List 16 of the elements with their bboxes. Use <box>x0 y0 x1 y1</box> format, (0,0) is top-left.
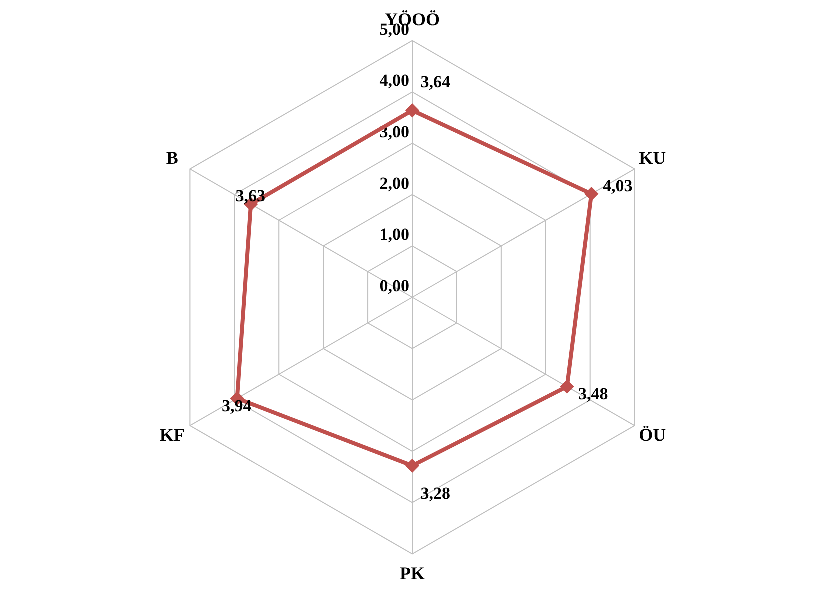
data-label: 3,48 <box>578 384 608 404</box>
y-tick-label: 1,00 <box>380 225 410 244</box>
spoke-label: PK <box>400 564 425 584</box>
spoke-label: B <box>166 148 178 168</box>
data-label: 3,63 <box>236 186 266 206</box>
data-label: 3,64 <box>420 72 451 92</box>
spoke-label: KU <box>639 148 666 168</box>
y-tick-label: 0,00 <box>380 276 410 296</box>
spoke-label: KF <box>160 425 185 446</box>
y-tick-label: 4,00 <box>380 71 410 90</box>
data-label: 3,94 <box>222 396 252 416</box>
data-label: 3,28 <box>420 484 450 504</box>
spoke-label: ÖU <box>639 425 666 446</box>
y-tick-label: 2,00 <box>380 174 410 193</box>
y-tick-label: 3,00 <box>380 122 410 142</box>
data-label: 4,03 <box>602 176 633 196</box>
